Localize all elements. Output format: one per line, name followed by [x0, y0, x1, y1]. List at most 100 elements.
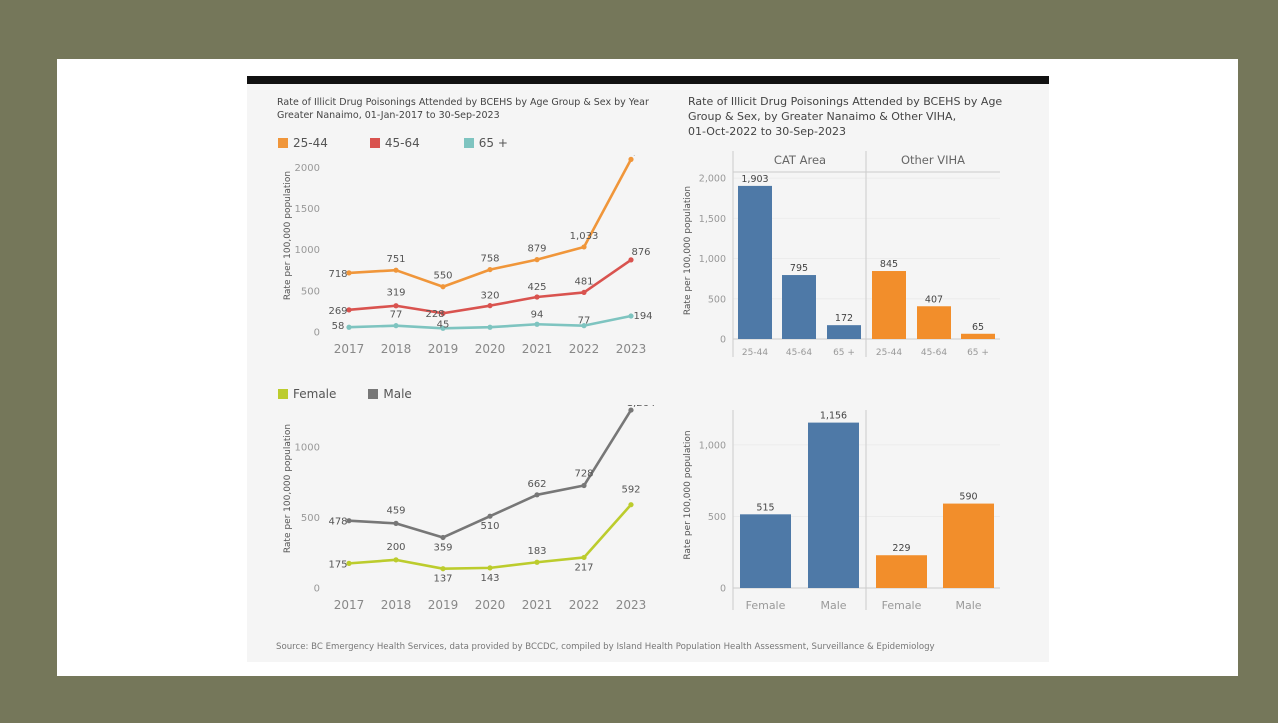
- data-point: [440, 310, 446, 316]
- age-legend: 25-44 45-64 65 +: [278, 136, 534, 150]
- y-tick-label: 500: [301, 513, 320, 524]
- x-tick-label: 2019: [428, 598, 459, 612]
- data-point: [346, 324, 352, 330]
- age-by-area-bar-chart: Rate per 100,000 population 0 500 1,000 1,50…: [683, 151, 1000, 358]
- data-point: [393, 323, 399, 329]
- data-label: 228: [425, 309, 444, 320]
- bar: [827, 325, 861, 339]
- x-tick-label: 2021: [522, 598, 553, 612]
- bar: [876, 555, 927, 588]
- y-tick-label: 2000: [295, 163, 320, 174]
- data-label: 319: [386, 288, 405, 299]
- bar: [872, 271, 906, 339]
- x-tick-label: 2023: [616, 342, 647, 356]
- data-label: 94: [531, 309, 544, 320]
- chart-title-age-year: Rate of Illicit Drug Poisonings Attended…: [277, 97, 649, 122]
- data-point: [628, 156, 634, 162]
- data-point: [534, 559, 540, 565]
- legend-label: 65 +: [478, 136, 508, 150]
- bar: [782, 275, 816, 339]
- chart-subtitle-line: Greater Nanaimo, 01-Jan-2017 to 30-Sep-2…: [277, 109, 500, 121]
- data-point: [487, 513, 493, 519]
- data-point: [581, 554, 587, 561]
- x-tick-label: 2020: [475, 598, 506, 612]
- y-tick-label: 500: [708, 512, 726, 523]
- y-tick-label: 500: [301, 286, 320, 297]
- y-tick-label: 0: [720, 584, 726, 595]
- data-point: [534, 257, 540, 263]
- data-point: [628, 407, 634, 413]
- legend-item-65-plus: 65 +: [463, 136, 508, 150]
- x-tick-label: 2017: [334, 342, 365, 356]
- data-label: 662: [527, 479, 546, 490]
- data-point: [393, 557, 399, 563]
- legend-item-25-44: 25-44: [278, 136, 328, 150]
- data-label: 795: [790, 263, 808, 274]
- data-point: [628, 502, 634, 508]
- legend-swatch: [368, 389, 379, 399]
- category-label: Male: [820, 599, 846, 612]
- legend-swatch: [278, 138, 288, 148]
- source-note: Source: BC Emergency Health Services, da…: [276, 642, 935, 652]
- legend-swatch: [463, 138, 474, 148]
- data-point: [581, 244, 587, 250]
- legend-label: Female: [293, 387, 337, 401]
- data-point: [487, 324, 493, 330]
- y-tick-label: 500: [708, 294, 726, 305]
- y-axis-label: Rate per 100,000 population: [683, 186, 693, 315]
- data-point: [440, 325, 446, 331]
- data-point: [534, 294, 540, 300]
- bar: [917, 306, 951, 339]
- data-label: 550: [433, 271, 452, 282]
- data-label: 172: [835, 313, 853, 324]
- category-label: Male: [955, 599, 981, 612]
- data-point: [346, 307, 352, 313]
- y-tick-label: 0: [314, 584, 320, 595]
- data-label: 592: [621, 485, 640, 496]
- data-label: 728: [574, 469, 593, 480]
- chart-title-line: Group & Sex, by Greater Nanaimo & Other …: [688, 110, 957, 123]
- data-label: 751: [386, 254, 405, 265]
- data-label: 1,903: [741, 174, 768, 185]
- data-label: 515: [756, 502, 774, 513]
- y-tick-label: 1,000: [699, 440, 726, 451]
- data-label: 137: [433, 574, 452, 585]
- x-tick-label: 2020: [475, 342, 506, 356]
- chart-title-line: 01-Oct-2022 to 30-Sep-2023: [688, 125, 846, 138]
- x-tick-label: 2022: [569, 342, 600, 356]
- data-point: [628, 257, 634, 263]
- data-label: 175: [328, 559, 347, 570]
- bar: [961, 333, 995, 339]
- data-label: 459: [386, 505, 405, 516]
- data-label: 2,097: [627, 155, 656, 157]
- panel-header: CAT Area: [774, 153, 826, 167]
- data-label: 590: [959, 492, 977, 503]
- data-label: 1,264: [627, 405, 656, 409]
- bar: [943, 503, 994, 588]
- category-label: 65 +: [967, 348, 989, 358]
- sex-by-area-bar-chart: Rate per 100,000 population 0 500 1,000 515 F…: [683, 410, 1000, 612]
- y-tick-label: 1,500: [699, 214, 726, 225]
- x-tick-label: 2018: [381, 598, 412, 612]
- data-point: [487, 266, 493, 273]
- category-label: 25-44: [742, 348, 768, 358]
- y-tick-label: 1,000: [699, 254, 726, 265]
- legend-item-45-64: 45-64: [369, 136, 420, 150]
- data-point: [487, 303, 493, 309]
- data-label: 200: [386, 542, 405, 553]
- legend-swatch: [369, 138, 380, 148]
- data-label: 143: [480, 573, 499, 584]
- data-point: [628, 313, 634, 319]
- data-point: [581, 482, 587, 489]
- legend-item-female: Female: [278, 387, 336, 401]
- y-tick-label: 1000: [295, 443, 320, 454]
- y-axis-label: Rate per 100,000 population: [283, 171, 293, 300]
- data-label: 217: [574, 562, 593, 573]
- chart-title-line: Rate of Illicit Drug Poisonings Attended…: [688, 95, 1003, 108]
- y-tick-label: 1500: [295, 204, 320, 215]
- y-tick-label: 1000: [295, 245, 320, 256]
- data-point: [440, 284, 446, 290]
- data-label: 320: [480, 291, 499, 302]
- chart-title-age-area: Rate of Illicit Drug Poisonings Attended…: [688, 94, 1002, 139]
- data-point: [393, 267, 399, 273]
